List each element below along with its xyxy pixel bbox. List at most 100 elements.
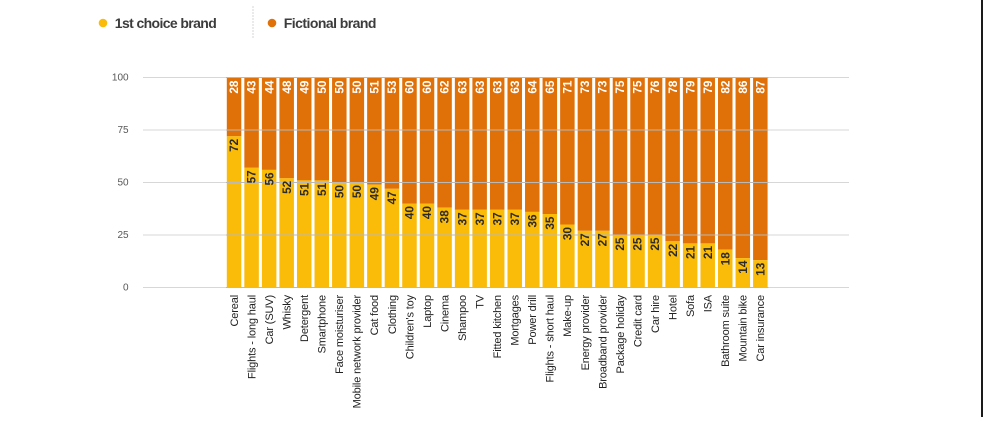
svg-text:44: 44 — [262, 80, 276, 94]
svg-text:30: 30 — [561, 227, 575, 241]
svg-text:Flights - short haul: Flights - short haul — [545, 295, 557, 382]
svg-text:21: 21 — [701, 245, 715, 259]
svg-text:79: 79 — [683, 80, 697, 94]
svg-text:25: 25 — [648, 237, 662, 251]
svg-text:64: 64 — [525, 80, 539, 94]
svg-text:63: 63 — [455, 80, 469, 94]
svg-text:Fitted kitchen: Fitted kitchen — [492, 295, 504, 358]
svg-text:ISA: ISA — [703, 294, 715, 312]
svg-text:Flights - long haul: Flights - long haul — [246, 295, 258, 379]
svg-text:75: 75 — [613, 80, 627, 94]
svg-text:Car (SUV): Car (SUV) — [264, 295, 276, 344]
svg-text:75: 75 — [631, 80, 645, 94]
svg-text:Car hire: Car hire — [650, 295, 662, 333]
svg-text:65: 65 — [543, 80, 557, 94]
svg-text:53: 53 — [385, 80, 399, 94]
svg-text:Make-up: Make-up — [562, 295, 574, 337]
svg-text:49: 49 — [297, 80, 311, 94]
svg-text:35: 35 — [543, 216, 557, 230]
svg-text:Bathroom suite: Bathroom suite — [720, 295, 732, 367]
svg-text:50: 50 — [315, 80, 329, 94]
svg-text:57: 57 — [245, 170, 259, 184]
svg-text:50: 50 — [332, 80, 346, 94]
svg-text:49: 49 — [368, 187, 382, 201]
svg-text:Sofa: Sofa — [685, 294, 697, 317]
svg-text:Energy provider: Energy provider — [580, 295, 592, 371]
svg-text:Mobile network provider: Mobile network provider — [352, 295, 364, 409]
svg-text:52: 52 — [280, 180, 294, 194]
svg-text:72: 72 — [227, 138, 241, 152]
svg-text:50: 50 — [350, 185, 364, 199]
svg-text:56: 56 — [262, 172, 276, 186]
svg-text:TV: TV — [475, 294, 487, 309]
svg-text:79: 79 — [701, 80, 715, 94]
svg-text:1st choice brand: 1st choice brand — [115, 15, 216, 31]
svg-text:0: 0 — [123, 283, 129, 294]
svg-text:78: 78 — [666, 80, 680, 94]
svg-text:Cereal: Cereal — [229, 295, 241, 327]
svg-text:Children's toy: Children's toy — [404, 294, 416, 359]
svg-text:37: 37 — [490, 212, 504, 226]
svg-text:25: 25 — [613, 237, 627, 251]
svg-text:21: 21 — [683, 245, 697, 259]
svg-text:Car insurance: Car insurance — [755, 295, 767, 362]
svg-text:14: 14 — [736, 260, 750, 274]
svg-text:Face moisturiser: Face moisturiser — [334, 295, 346, 374]
svg-text:Laptop: Laptop — [422, 295, 434, 328]
svg-text:50: 50 — [117, 178, 129, 189]
svg-text:48: 48 — [280, 80, 294, 94]
svg-text:38: 38 — [438, 210, 452, 224]
svg-text:63: 63 — [473, 80, 487, 94]
svg-text:71: 71 — [561, 80, 575, 94]
svg-text:86: 86 — [736, 80, 750, 94]
svg-text:Hotel: Hotel — [667, 295, 679, 320]
svg-text:27: 27 — [578, 233, 592, 247]
svg-text:73: 73 — [578, 80, 592, 94]
svg-text:Cat food: Cat food — [369, 295, 381, 335]
svg-text:63: 63 — [508, 80, 522, 94]
svg-text:51: 51 — [368, 80, 382, 94]
svg-text:47: 47 — [385, 191, 399, 205]
svg-text:Broadband provider: Broadband provider — [597, 295, 609, 389]
svg-text:87: 87 — [753, 80, 767, 94]
svg-text:37: 37 — [455, 212, 469, 226]
svg-text:Detergent: Detergent — [299, 295, 311, 342]
svg-text:Shampoo: Shampoo — [457, 295, 469, 341]
svg-text:37: 37 — [508, 212, 522, 226]
svg-text:Power drill: Power drill — [527, 295, 539, 345]
svg-text:51: 51 — [297, 182, 311, 196]
svg-text:13: 13 — [753, 262, 767, 276]
svg-text:27: 27 — [596, 233, 610, 247]
svg-text:50: 50 — [350, 80, 364, 94]
svg-text:25: 25 — [117, 230, 129, 241]
svg-text:62: 62 — [438, 80, 452, 94]
svg-text:Fictional brand: Fictional brand — [284, 15, 376, 31]
svg-text:75: 75 — [117, 125, 129, 136]
svg-text:Cinema: Cinema — [439, 294, 451, 332]
svg-text:73: 73 — [596, 80, 610, 94]
svg-text:18: 18 — [718, 252, 732, 266]
svg-text:36: 36 — [525, 214, 539, 228]
svg-text:Credit card: Credit card — [632, 295, 644, 347]
svg-text:22: 22 — [666, 243, 680, 257]
svg-text:40: 40 — [420, 206, 434, 220]
svg-text:37: 37 — [473, 212, 487, 226]
svg-text:Clothing: Clothing — [387, 295, 399, 334]
svg-text:82: 82 — [718, 80, 732, 94]
svg-text:Mortgages: Mortgages — [510, 294, 522, 345]
svg-text:76: 76 — [648, 80, 662, 94]
svg-text:60: 60 — [403, 80, 417, 94]
svg-text:50: 50 — [332, 185, 346, 199]
svg-text:51: 51 — [315, 182, 329, 196]
svg-text:Whisky: Whisky — [282, 294, 294, 329]
svg-text:63: 63 — [490, 80, 504, 94]
svg-text:Smartphone: Smartphone — [317, 295, 329, 353]
svg-text:40: 40 — [403, 206, 417, 220]
svg-text:100: 100 — [112, 73, 129, 84]
svg-text:28: 28 — [227, 80, 241, 94]
svg-text:25: 25 — [631, 237, 645, 251]
svg-text:Package holiday: Package holiday — [615, 294, 627, 373]
svg-text:Mountain bike: Mountain bike — [738, 295, 750, 362]
svg-text:60: 60 — [420, 80, 434, 94]
svg-text:43: 43 — [245, 80, 259, 94]
